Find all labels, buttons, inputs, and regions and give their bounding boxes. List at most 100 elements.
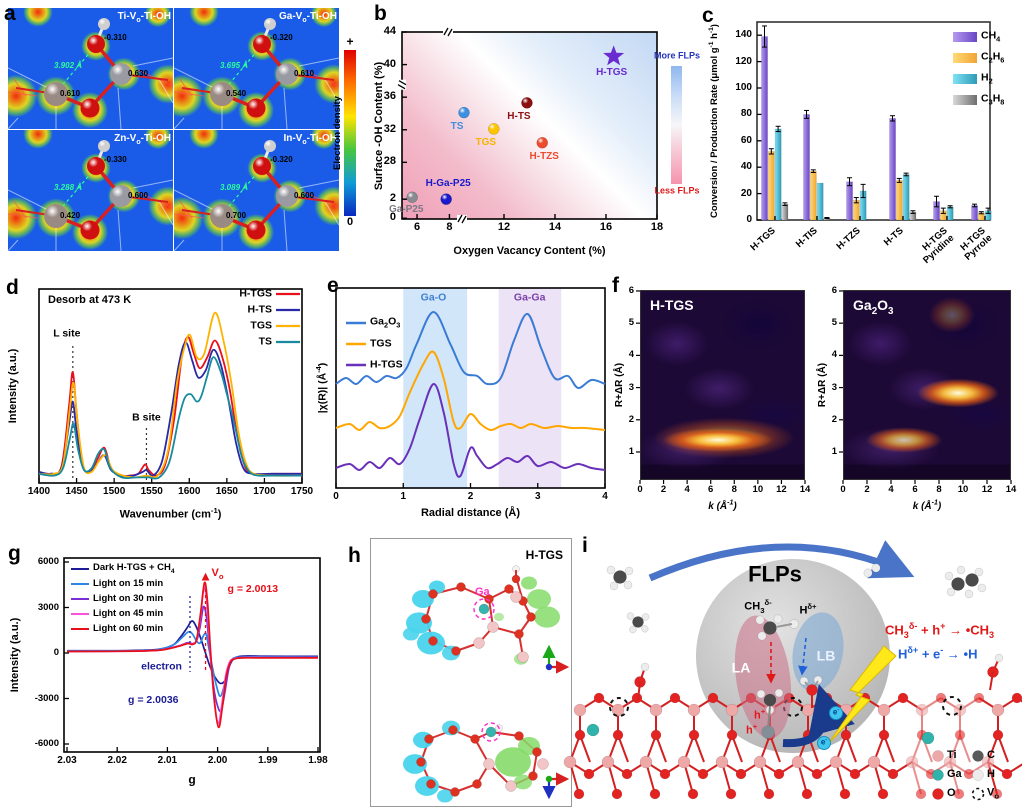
x-axis-label: Wavenumber (cm-1) <box>119 505 222 521</box>
metal-charge: 0.540 <box>226 89 247 98</box>
cell-title: Zn-Vo-Ti-OH <box>114 133 171 146</box>
panel-e: e 0 1 2 3 4 Ga-O Ga-Ga Ga2O3 TGS H-TGS Radial dista… <box>314 268 612 530</box>
electron-density-cell: Ga-Vo-Ti-OH -0.320 0.610 0.540 3.695 Å <box>174 8 339 129</box>
atom <box>504 584 514 594</box>
x-tick: 0 <box>333 490 339 502</box>
atom <box>773 614 783 624</box>
x-tick: 3 <box>534 490 541 502</box>
oh-charge: -0.330 <box>104 155 127 164</box>
atom <box>863 568 873 578</box>
atom <box>450 787 460 797</box>
o-atom <box>87 35 105 53</box>
colorbar-plus: + <box>346 34 354 49</box>
epr-svg <box>63 557 321 753</box>
x-tick: 6 <box>912 484 918 496</box>
atom <box>586 723 600 737</box>
band-label: Ga-Ga <box>513 291 546 304</box>
legend-label: Dark H-TGS + CH4 <box>93 562 175 575</box>
y-tick: 4 <box>628 349 634 361</box>
exafs-curve <box>335 383 606 478</box>
oxygen-vacancy-circle <box>609 697 629 717</box>
o-atom <box>87 157 105 175</box>
bar-svg <box>756 21 992 221</box>
y-tick: 5 <box>831 317 837 329</box>
spectrum-curve <box>38 356 302 480</box>
atom <box>639 755 653 769</box>
atom <box>757 631 767 641</box>
x-tick: 16 <box>599 221 613 234</box>
panel-c-letter: c <box>702 4 714 27</box>
less-flps-label: Less FLPs <box>654 185 700 196</box>
legend-vo-swatch <box>971 787 985 801</box>
panel-g-letter: g <box>8 542 21 565</box>
legend-label: C <box>987 749 995 762</box>
ti-charge: 0.600 <box>128 191 149 200</box>
more-flps-label: More FLPs <box>653 50 701 61</box>
x-tick: 8 <box>936 484 942 496</box>
isosurface-blob <box>534 606 560 628</box>
x-tick: 2 <box>864 484 870 496</box>
lewis-acid-ellipse <box>734 615 792 739</box>
x-tick: 8 <box>731 484 737 496</box>
atom <box>725 703 739 717</box>
atom <box>981 755 995 769</box>
o-atom <box>80 220 100 240</box>
atom <box>573 703 587 717</box>
legend-label: Light on 30 min <box>93 593 164 605</box>
y-tick: 120 <box>735 55 752 67</box>
panel-e-letter: e <box>327 274 339 297</box>
atom <box>650 729 662 741</box>
oxygen-vacancy-circle <box>783 697 803 717</box>
point-label: TS <box>450 120 464 132</box>
electron-density-cell: Ti-Vo-Ti-OH -0.310 0.630 0.610 3.902 Å <box>8 8 173 129</box>
b-site-label: B site <box>132 411 161 424</box>
atom <box>932 750 944 762</box>
atom <box>877 703 891 717</box>
cell-structure <box>8 140 173 251</box>
atom <box>688 729 700 741</box>
atom <box>687 703 701 717</box>
atom <box>715 755 729 769</box>
atom <box>871 563 881 573</box>
panel-b-letter: b <box>374 2 387 25</box>
ti-atom <box>110 185 132 207</box>
metal-atom <box>44 204 68 228</box>
atom <box>921 731 935 745</box>
atom <box>755 615 765 625</box>
y-tick: 80 <box>740 108 752 120</box>
y-tick: 6000 <box>37 556 59 568</box>
atom <box>763 693 777 707</box>
atom <box>954 729 966 741</box>
atom <box>813 675 823 685</box>
atom <box>849 768 861 780</box>
atom <box>426 779 436 789</box>
shaded-band <box>403 288 468 488</box>
atom <box>528 771 538 781</box>
atom <box>601 755 615 769</box>
atom <box>867 755 881 769</box>
bar <box>809 170 817 221</box>
isosurface-blob <box>437 789 453 803</box>
atom <box>669 692 681 704</box>
atom <box>897 692 909 704</box>
bar <box>895 180 903 221</box>
atom <box>456 582 466 592</box>
bar <box>816 182 824 221</box>
h-atom <box>98 140 110 152</box>
electron-density-cell: In-Vo-Ti-OH -0.320 0.600 0.700 3.089 Å <box>174 130 339 251</box>
shaded-band <box>498 288 562 488</box>
atom <box>563 755 577 769</box>
point-label: H-TZS <box>529 150 559 162</box>
x-tick: 1.98 <box>308 754 328 766</box>
y-tick: 0 <box>746 213 752 225</box>
x-tick: 4 <box>602 490 608 502</box>
atom <box>470 734 480 744</box>
wavelet-axes-svg <box>636 290 1012 484</box>
atom <box>624 566 634 576</box>
panel-h: h H-TGS Ga <box>336 530 582 812</box>
x-tick: 2.00 <box>207 754 228 766</box>
atom <box>965 573 979 587</box>
isosurface-blob <box>412 589 434 609</box>
isosurface-blob <box>495 747 531 777</box>
